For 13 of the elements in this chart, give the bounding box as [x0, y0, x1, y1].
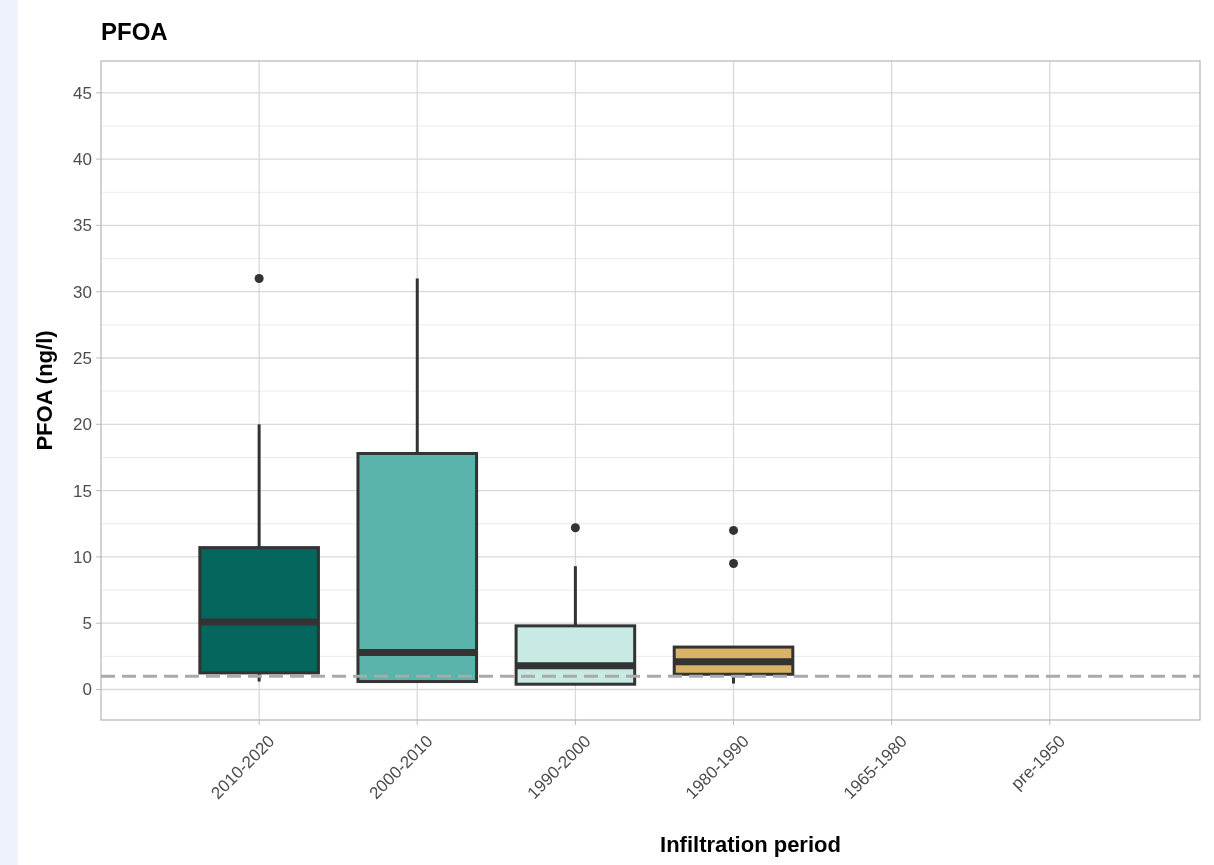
y-tick-label: 25: [73, 348, 92, 368]
x-axis-title: Infiltration period: [660, 832, 841, 857]
y-tick-label: 5: [82, 614, 92, 634]
y-tick-label: 45: [73, 83, 92, 103]
y-tick-label: 15: [73, 481, 92, 501]
y-tick-label: 10: [73, 547, 92, 567]
chart-title: PFOA: [101, 18, 168, 45]
y-tick-label: 0: [82, 680, 92, 700]
y-tick-label: 30: [73, 282, 92, 302]
y-tick-label: 20: [73, 415, 92, 435]
y-axis-title: PFOA (ng/l): [32, 330, 57, 451]
y-tick-label: 40: [73, 150, 92, 170]
y-tick-label: 35: [73, 216, 92, 236]
